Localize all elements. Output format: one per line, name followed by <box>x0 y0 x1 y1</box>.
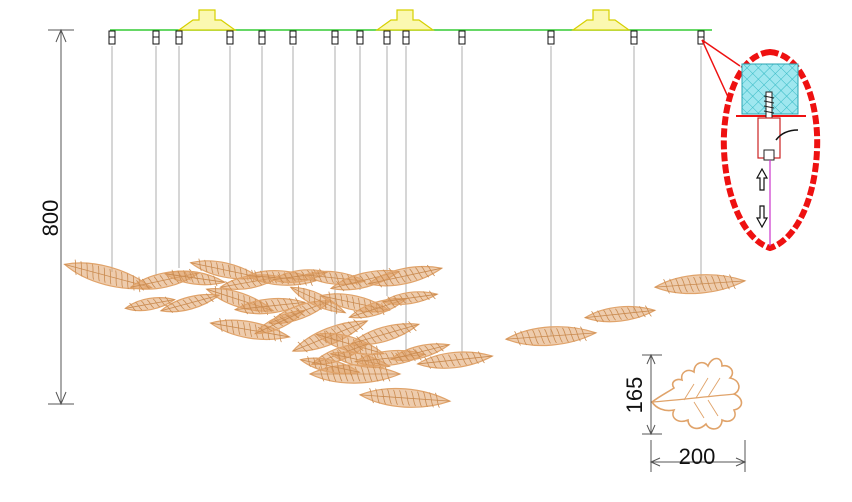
leaf <box>299 356 361 376</box>
leaf-height-label: 165 <box>622 377 647 414</box>
leaf <box>504 326 598 347</box>
leaf <box>358 387 452 408</box>
height-dimension <box>48 28 74 406</box>
leaf <box>163 269 227 287</box>
leaf-detail: 165 200 <box>622 353 747 472</box>
leaf-outline-icon <box>650 357 743 430</box>
leaf <box>381 290 439 306</box>
leaf <box>653 274 747 295</box>
leaf-cluster <box>63 258 747 408</box>
arrow-up-down-icon <box>755 167 769 229</box>
leaf <box>389 342 451 362</box>
leaf <box>366 264 444 288</box>
leaf <box>350 321 421 347</box>
leaf-width-label: 200 <box>679 444 716 469</box>
suspension-wires <box>111 46 702 356</box>
detail-callout <box>701 39 821 252</box>
canopy <box>375 9 435 31</box>
leaf <box>124 296 177 312</box>
canopy <box>177 9 237 31</box>
ceiling-canopies <box>177 9 631 31</box>
height-label: 800 <box>38 200 63 237</box>
leaf <box>63 259 153 293</box>
leaf <box>233 297 307 315</box>
leaf <box>289 285 347 315</box>
wire-clips <box>108 30 705 45</box>
leaf <box>253 309 307 335</box>
leaf <box>416 351 494 369</box>
leaf <box>583 305 657 323</box>
canopy <box>571 9 631 31</box>
